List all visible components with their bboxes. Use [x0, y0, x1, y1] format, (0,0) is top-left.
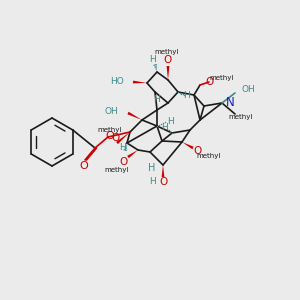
Polygon shape — [162, 165, 164, 177]
Text: methyl: methyl — [155, 49, 179, 55]
Text: OH: OH — [241, 85, 255, 94]
Text: H: H — [148, 178, 155, 187]
Text: O: O — [120, 157, 128, 167]
Text: methyl: methyl — [210, 75, 234, 81]
Text: OH: OH — [104, 106, 118, 116]
Text: O: O — [206, 77, 214, 87]
Text: H: H — [167, 116, 173, 125]
Text: H: H — [150, 55, 156, 64]
Text: H: H — [154, 94, 160, 103]
Polygon shape — [128, 112, 142, 120]
Polygon shape — [127, 150, 138, 158]
Text: O: O — [80, 161, 88, 171]
Text: O: O — [163, 55, 171, 65]
Text: N: N — [226, 95, 235, 109]
Text: O: O — [194, 146, 202, 156]
Polygon shape — [133, 81, 147, 83]
Text: H: H — [148, 163, 156, 173]
Text: methyl: methyl — [105, 167, 129, 173]
Text: HO: HO — [110, 76, 124, 85]
Text: methyl: methyl — [197, 153, 221, 159]
Text: O: O — [106, 131, 114, 141]
Polygon shape — [182, 142, 194, 149]
Polygon shape — [116, 132, 130, 144]
Text: O: O — [111, 133, 119, 143]
Text: H: H — [120, 143, 126, 152]
Text: methyl: methyl — [229, 114, 253, 120]
Text: H: H — [162, 124, 168, 133]
Text: methyl: methyl — [98, 127, 122, 133]
Text: O: O — [159, 177, 167, 187]
Text: H: H — [183, 92, 189, 100]
Polygon shape — [167, 66, 170, 80]
